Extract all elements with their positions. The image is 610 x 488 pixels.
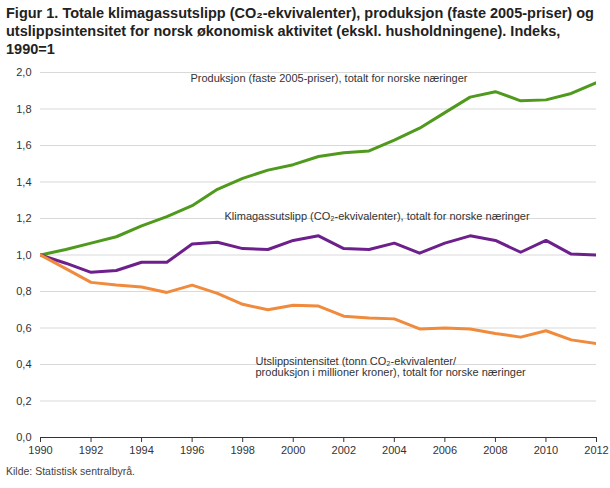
svg-text:1990: 1990 (28, 444, 52, 456)
svg-text:0,0: 0,0 (16, 431, 31, 443)
svg-text:2006: 2006 (433, 444, 457, 456)
svg-text:1,8: 1,8 (16, 103, 31, 115)
svg-text:Klimagassutslipp (CO₂-ekvivale: Klimagassutslipp (CO₂-ekvivalenter), tot… (225, 210, 530, 222)
svg-text:2000: 2000 (281, 444, 305, 456)
html-text:Kilde: Statistisk sentralbyrå.: Kilde: Statistisk sentralbyrå. (6, 465, 135, 477)
svg-text:0,4: 0,4 (16, 358, 31, 370)
svg-text:2008: 2008 (483, 444, 507, 456)
html-text:Figur 1. Totale klimagassutsli: Figur 1. Totale klimagassutslipp (CO₂-ek… (6, 5, 594, 57)
svg-text:1994: 1994 (129, 444, 153, 456)
svg-text:1,6: 1,6 (16, 139, 31, 151)
svg-text:1,4: 1,4 (16, 176, 31, 188)
svg-text:1996: 1996 (180, 444, 204, 456)
svg-text:2004: 2004 (382, 444, 406, 456)
svg-text:Utslippsintensitet (tonn CO₂-e: Utslippsintensitet (tonn CO₂-ekvivalente… (256, 355, 527, 378)
svg-text:0,2: 0,2 (16, 395, 31, 407)
svg-text:0,6: 0,6 (16, 322, 31, 334)
svg-text:2,0: 2,0 (16, 66, 31, 78)
svg-text:1992: 1992 (79, 444, 103, 456)
svg-text:Produksjon (faste 2005-priser): Produksjon (faste 2005-priser), totalt f… (191, 72, 468, 84)
svg-text:1,0: 1,0 (16, 249, 31, 261)
svg-text:0,8: 0,8 (16, 285, 31, 297)
svg-text:2010: 2010 (534, 444, 558, 456)
svg-text:2002: 2002 (332, 444, 356, 456)
svg-text:1,2: 1,2 (16, 212, 31, 224)
svg-text:2012: 2012 (584, 444, 608, 456)
svg-text:1998: 1998 (230, 444, 254, 456)
